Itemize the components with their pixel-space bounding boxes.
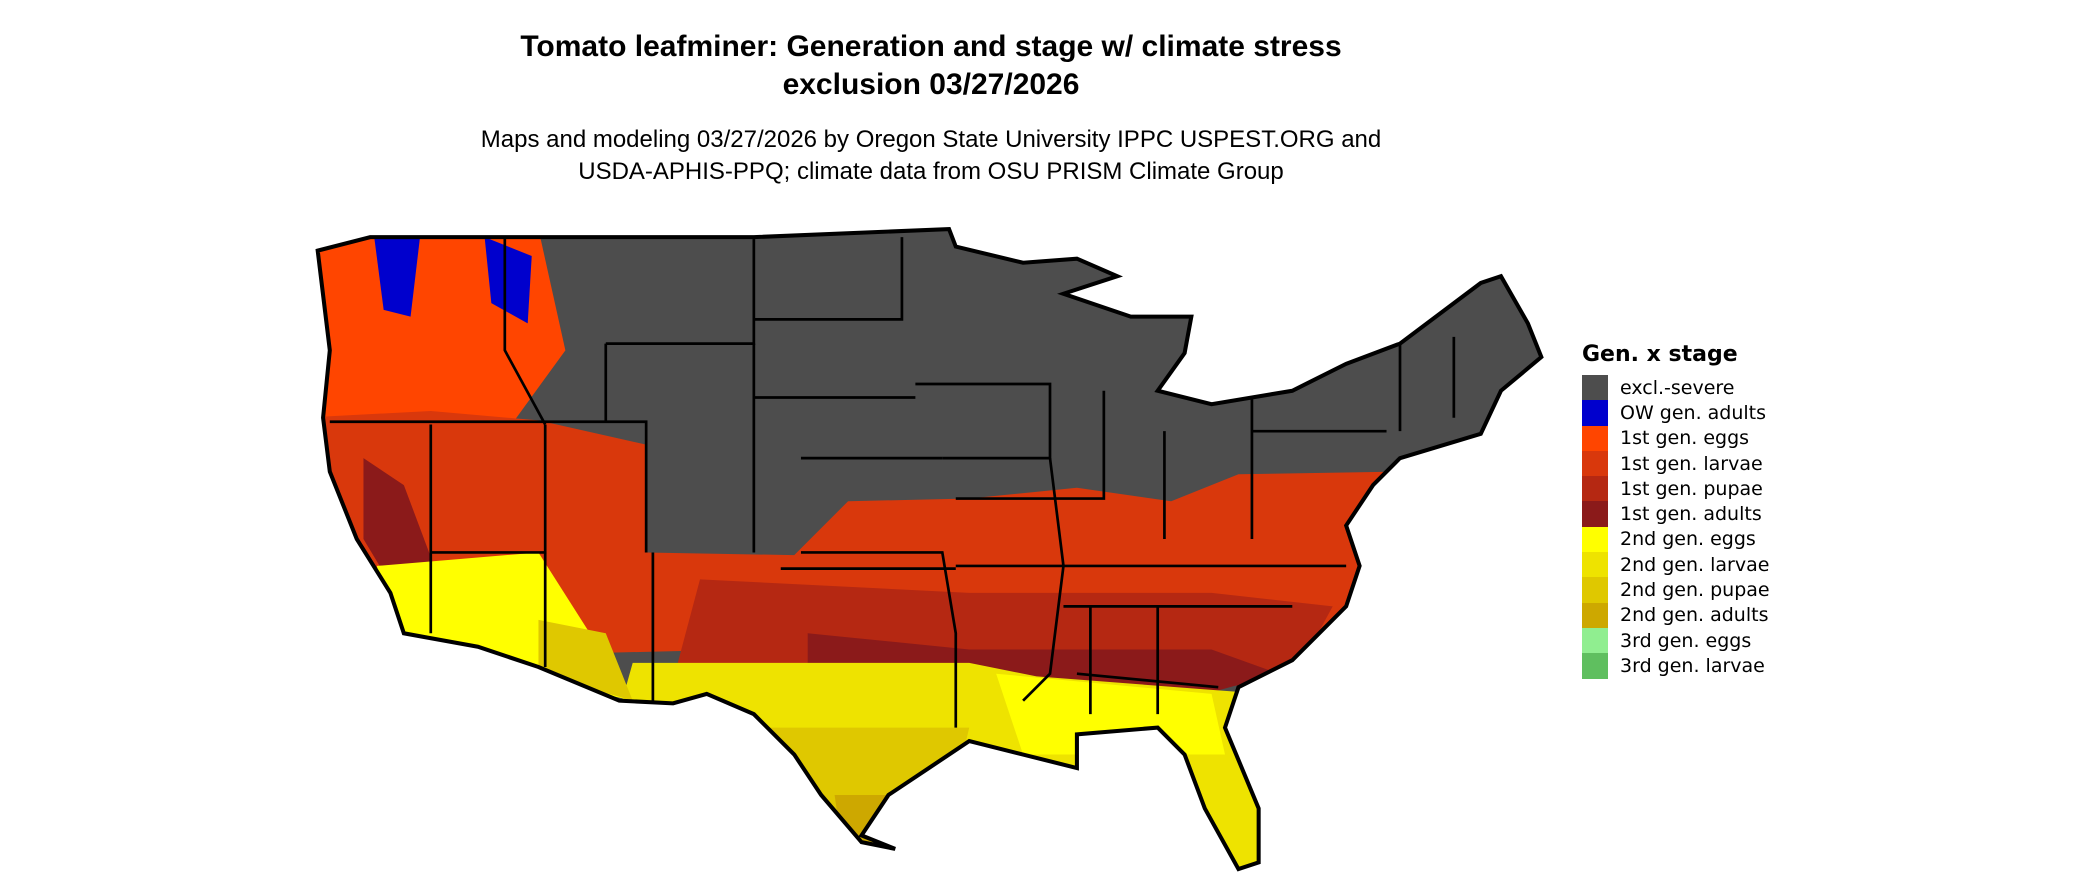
map-subtitle-line1: Maps and modeling 03/27/2026 by Oregon S… <box>480 126 1382 153</box>
legend-swatch <box>1582 526 1608 553</box>
legend-label: 3rd gen. eggs <box>1620 629 1752 652</box>
region-2nd-gen-larvae <box>565 662 1360 870</box>
legend-item: 3rd gen. eggs <box>1582 627 1770 654</box>
region-1st-gen-adults <box>807 633 1279 704</box>
legend-item: excl.-severe <box>1582 375 1770 401</box>
legend-item: 3rd gen. larvae <box>1582 653 1770 679</box>
legend-label: 3rd gen. larvae <box>1620 654 1765 677</box>
state-borders <box>329 237 1456 728</box>
legend: Gen. x stage excl.-severe OW gen. adults 1… <box>1582 342 1770 679</box>
legend-swatch <box>1582 476 1608 502</box>
legend-label: 1st gen. larvae <box>1620 452 1763 475</box>
legend-swatch <box>1582 400 1608 426</box>
region-ow-adults-2 <box>484 237 532 324</box>
legend-label: 1st gen. pupae <box>1620 477 1763 500</box>
legend-label: 2nd gen. larvae <box>1620 553 1770 576</box>
legend-swatch <box>1582 602 1608 628</box>
legend-item: 2nd gen. adults <box>1582 602 1770 628</box>
legend-swatch <box>1582 627 1608 654</box>
legend-label: 1st gen. adults <box>1620 503 1762 526</box>
legend-swatch <box>1582 425 1608 451</box>
legend-item: 2nd gen. eggs <box>1582 526 1770 553</box>
legend-item: 1st gen. eggs <box>1582 425 1770 451</box>
legend-swatch <box>1582 450 1608 477</box>
legend-swatch <box>1582 577 1608 603</box>
legend-item: 1st gen. pupae <box>1582 476 1770 502</box>
legend-item: 2nd gen. pupae <box>1582 577 1770 603</box>
legend-item: 1st gen. adults <box>1582 501 1770 527</box>
legend-label: 2nd gen. pupae <box>1620 579 1770 602</box>
legend-swatch <box>1582 552 1608 578</box>
region-ow-adults <box>374 237 420 317</box>
legend-item: OW gen. adults <box>1582 400 1770 426</box>
legend-item: 1st gen. larvae <box>1582 450 1770 477</box>
legend-title: Gen. x stage <box>1582 342 1738 367</box>
legend-swatch <box>1582 653 1608 679</box>
legend-swatch <box>1582 375 1608 401</box>
region-2nd-gen-eggs-gulf <box>996 673 1225 755</box>
legend-label: 1st gen. eggs <box>1620 427 1750 450</box>
legend-label: excl.-severe <box>1620 376 1735 399</box>
legend-label: 2nd gen. eggs <box>1620 528 1756 551</box>
legend-item: 2nd gen. larvae <box>1582 552 1770 578</box>
map-title-line1: Tomato leafminer: Generation and stage w… <box>520 30 1342 63</box>
map-title-line2: exclusion 03/27/2026 <box>782 68 1080 101</box>
legend-label: 2nd gen. adults <box>1620 604 1769 627</box>
legend-label: OW gen. adults <box>1620 401 1767 424</box>
map-subtitle-line2: USDA-APHIS-PPQ; climate data from OSU PR… <box>578 158 1284 185</box>
legend-swatch <box>1582 501 1608 527</box>
